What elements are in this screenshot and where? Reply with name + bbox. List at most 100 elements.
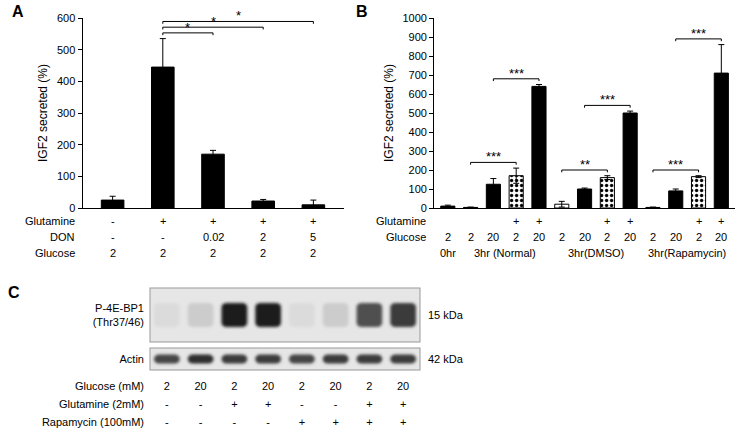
svg-text:+: + — [718, 215, 724, 227]
svg-text:20: 20 — [330, 380, 342, 392]
svg-text:+: + — [400, 398, 406, 410]
svg-text:800: 800 — [409, 50, 427, 62]
svg-text:+: + — [310, 215, 316, 227]
svg-text:100: 100 — [409, 183, 427, 195]
svg-text:2: 2 — [696, 231, 702, 243]
svg-text:*: * — [185, 20, 190, 35]
svg-text:2: 2 — [559, 231, 565, 243]
svg-text:20: 20 — [397, 380, 409, 392]
svg-text:600: 600 — [57, 12, 75, 24]
svg-text:1000: 1000 — [402, 12, 426, 24]
svg-text:700: 700 — [409, 69, 427, 81]
svg-text:0: 0 — [69, 202, 75, 214]
svg-text:C: C — [8, 284, 20, 301]
svg-text:2: 2 — [310, 247, 316, 259]
svg-text:Glucose: Glucose — [35, 247, 75, 259]
svg-text:***: *** — [600, 92, 615, 107]
svg-text:Glucose: Glucose — [386, 231, 426, 243]
svg-text:Glucose (mM): Glucose (mM) — [75, 380, 144, 392]
svg-text:+: + — [366, 416, 372, 428]
svg-text:2: 2 — [160, 247, 166, 259]
svg-text:**: ** — [580, 157, 590, 172]
svg-text:2: 2 — [604, 231, 610, 243]
svg-text:IGF2 secreted (%): IGF2 secreted (%) — [382, 64, 396, 162]
svg-text:300: 300 — [409, 145, 427, 157]
svg-text:20: 20 — [579, 231, 591, 243]
svg-text:-: - — [161, 231, 165, 243]
svg-text:2: 2 — [513, 231, 519, 243]
svg-text:900: 900 — [409, 31, 427, 43]
svg-text:500: 500 — [409, 107, 427, 119]
svg-text:-: - — [111, 231, 115, 243]
svg-text:2: 2 — [445, 231, 451, 243]
svg-text:2: 2 — [210, 247, 216, 259]
svg-text:*: * — [236, 8, 241, 23]
svg-text:20: 20 — [670, 231, 682, 243]
svg-text:20: 20 — [533, 231, 545, 243]
svg-text:+: + — [265, 398, 271, 410]
svg-text:20: 20 — [262, 380, 274, 392]
svg-text:+: + — [696, 215, 702, 227]
svg-text:Glutamine: Glutamine — [25, 215, 75, 227]
svg-text:+: + — [400, 416, 406, 428]
svg-text:400: 400 — [57, 75, 75, 87]
svg-text:+: + — [332, 416, 338, 428]
svg-text:-: - — [334, 398, 338, 410]
svg-text:100: 100 — [57, 170, 75, 182]
svg-text:600: 600 — [409, 88, 427, 100]
svg-text:Rapamycin (100mM): Rapamycin (100mM) — [42, 416, 144, 428]
svg-text:0.02: 0.02 — [203, 231, 224, 243]
svg-text:***: *** — [691, 26, 706, 41]
svg-text:2: 2 — [366, 380, 372, 392]
svg-text:3hr(Rapamycin): 3hr(Rapamycin) — [648, 247, 726, 259]
svg-text:2: 2 — [260, 247, 266, 259]
svg-text:2: 2 — [650, 231, 656, 243]
svg-text:-: - — [199, 398, 203, 410]
svg-text:Actin: Actin — [120, 353, 144, 365]
svg-text:***: *** — [509, 66, 524, 81]
svg-text:3hr (Normal): 3hr (Normal) — [474, 247, 536, 259]
svg-text:5: 5 — [310, 231, 316, 243]
svg-text:2: 2 — [231, 380, 237, 392]
svg-text:-: - — [233, 416, 237, 428]
svg-text:-: - — [111, 215, 115, 227]
svg-text:+: + — [513, 215, 519, 227]
svg-text:+: + — [231, 398, 237, 410]
svg-text:-: - — [199, 416, 203, 428]
svg-text:-: - — [165, 398, 169, 410]
svg-text:15 kDa: 15 kDa — [428, 309, 464, 321]
svg-text:0: 0 — [421, 202, 427, 214]
svg-text:3hr(DMSO): 3hr(DMSO) — [568, 247, 624, 259]
svg-text:A: A — [12, 3, 24, 20]
svg-text:2: 2 — [164, 380, 170, 392]
svg-text:+: + — [210, 215, 216, 227]
svg-text:***: *** — [668, 157, 683, 172]
svg-text:(Thr37/46): (Thr37/46) — [93, 316, 144, 328]
svg-text:***: *** — [486, 149, 501, 164]
svg-text:-: - — [266, 416, 270, 428]
svg-text:+: + — [260, 215, 266, 227]
svg-text:-: - — [165, 416, 169, 428]
svg-text:20: 20 — [715, 231, 727, 243]
svg-text:400: 400 — [409, 126, 427, 138]
svg-text:Glutamine: Glutamine — [376, 215, 426, 227]
svg-text:0hr: 0hr — [440, 247, 456, 259]
svg-text:+: + — [536, 215, 542, 227]
svg-text:+: + — [604, 215, 610, 227]
svg-text:-: - — [300, 398, 304, 410]
svg-text:2: 2 — [468, 231, 474, 243]
svg-text:+: + — [366, 398, 372, 410]
svg-text:2: 2 — [260, 231, 266, 243]
svg-text:300: 300 — [57, 107, 75, 119]
svg-text:+: + — [299, 416, 305, 428]
svg-text:DON: DON — [50, 231, 75, 243]
svg-text:500: 500 — [57, 44, 75, 56]
svg-text:200: 200 — [57, 139, 75, 151]
svg-text:P-4E-BP1: P-4E-BP1 — [95, 302, 144, 314]
svg-text:42 kDa: 42 kDa — [428, 353, 464, 365]
svg-text:20: 20 — [487, 231, 499, 243]
svg-text:2: 2 — [110, 247, 116, 259]
svg-text:IGF2 secreted (%): IGF2 secreted (%) — [36, 64, 50, 162]
svg-text:20: 20 — [195, 380, 207, 392]
svg-text:20: 20 — [624, 231, 636, 243]
